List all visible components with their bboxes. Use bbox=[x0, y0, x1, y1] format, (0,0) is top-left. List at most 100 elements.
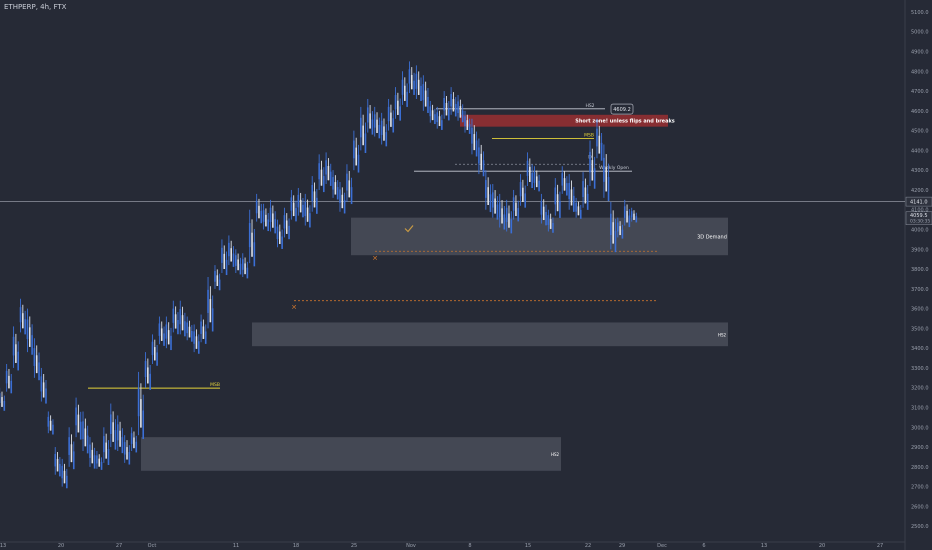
candle-body bbox=[121, 437, 124, 454]
candle-body bbox=[107, 448, 110, 466]
candle-body bbox=[260, 210, 263, 224]
candle-body bbox=[559, 201, 561, 218]
candle-body bbox=[420, 85, 422, 101]
x-tick-label: 27 bbox=[877, 543, 883, 549]
candle-body bbox=[327, 165, 330, 181]
y-tick-label: 3300.0 bbox=[911, 366, 929, 372]
zone-label: HS2 bbox=[718, 332, 727, 337]
x-marker: ✕ bbox=[291, 304, 297, 312]
candle-body bbox=[156, 352, 158, 366]
y-tick-label: 4800.0 bbox=[911, 69, 929, 75]
candle-body bbox=[616, 222, 619, 232]
candle-body bbox=[417, 79, 420, 95]
candle-body bbox=[385, 132, 388, 147]
y-tick-label: 3000.0 bbox=[911, 425, 929, 431]
candle-body bbox=[302, 204, 304, 218]
candle-body bbox=[82, 421, 84, 440]
y-tick-label: 4200.0 bbox=[911, 188, 929, 194]
candle-body bbox=[589, 151, 591, 173]
x-tick-label: Oct bbox=[148, 543, 157, 549]
x-tick-label: 15 bbox=[525, 543, 531, 549]
candle-body bbox=[174, 314, 177, 329]
candle-body bbox=[197, 341, 200, 354]
y-tick-label: 5100.0 bbox=[911, 10, 929, 16]
candle-body bbox=[17, 351, 20, 371]
level-label: HS2 bbox=[585, 103, 594, 109]
candle-body bbox=[371, 119, 374, 135]
candle-body bbox=[269, 207, 272, 222]
candle-body bbox=[491, 192, 494, 208]
candle-body bbox=[482, 160, 485, 177]
candle-body bbox=[77, 414, 80, 433]
candle-body bbox=[533, 172, 536, 183]
x-tick-label: 18 bbox=[293, 543, 299, 549]
y-tick-label: 3700.0 bbox=[911, 287, 929, 293]
candle-body bbox=[225, 259, 228, 276]
candle-body bbox=[468, 124, 471, 134]
candle-body bbox=[133, 437, 135, 449]
candle-body bbox=[485, 180, 487, 198]
candle-body bbox=[322, 176, 325, 193]
candle-body bbox=[98, 458, 101, 467]
candle-body bbox=[630, 211, 633, 218]
candle-body bbox=[397, 100, 399, 115]
candle-body bbox=[526, 160, 529, 176]
candle-body bbox=[475, 140, 478, 157]
candle-body bbox=[93, 455, 96, 469]
candle-body bbox=[258, 205, 260, 219]
candle-body bbox=[170, 335, 172, 351]
candle-body bbox=[438, 116, 441, 127]
candle-body bbox=[434, 114, 436, 125]
y-tick-label: 2900.0 bbox=[911, 445, 929, 451]
candle-body bbox=[635, 216, 638, 223]
candle-body bbox=[547, 215, 550, 225]
zone-label: 3D Demand bbox=[697, 234, 727, 240]
candle-body bbox=[480, 153, 483, 170]
candle-body bbox=[535, 176, 538, 188]
y-tick-label: 4100.0 bbox=[911, 208, 929, 214]
candle-body bbox=[211, 308, 214, 332]
candle-body bbox=[149, 373, 151, 390]
y-tick-label: 2800.0 bbox=[911, 465, 929, 471]
candle-body bbox=[429, 106, 432, 117]
candle-body bbox=[251, 232, 253, 257]
candle-body bbox=[68, 437, 70, 455]
candle-body bbox=[593, 168, 596, 189]
candle-body bbox=[283, 215, 286, 229]
crosshair-price-label: 4141.0 bbox=[910, 200, 928, 206]
candle-body bbox=[191, 330, 193, 342]
candle-body bbox=[364, 133, 367, 154]
candle-body bbox=[207, 289, 209, 313]
candle-body bbox=[343, 200, 346, 214]
candle-body bbox=[292, 202, 295, 217]
candle-body bbox=[522, 187, 524, 202]
candle-body bbox=[591, 160, 594, 181]
y-tick-label: 4900.0 bbox=[911, 50, 929, 56]
candle-body bbox=[505, 207, 508, 222]
candle-body bbox=[19, 307, 22, 323]
candle-body bbox=[130, 433, 133, 444]
candle-body bbox=[452, 99, 455, 112]
candle-body bbox=[179, 309, 182, 325]
candle-body bbox=[311, 185, 314, 202]
candle-body bbox=[144, 361, 147, 378]
candle-body bbox=[28, 327, 31, 347]
price-axis bbox=[905, 0, 932, 550]
candle-body bbox=[394, 95, 397, 110]
candle-body bbox=[582, 181, 584, 198]
candle-body bbox=[15, 344, 17, 363]
candle-body bbox=[86, 435, 89, 454]
candle-body bbox=[362, 125, 364, 146]
x-tick-label: 8 bbox=[468, 543, 471, 549]
candle-body bbox=[52, 424, 54, 435]
candle-body bbox=[5, 370, 8, 384]
candle-body bbox=[285, 220, 288, 234]
candle-body bbox=[59, 463, 61, 477]
y-tick-label: 4700.0 bbox=[911, 89, 929, 95]
candle-body bbox=[91, 449, 94, 464]
candle-body bbox=[12, 336, 15, 356]
candle-body bbox=[232, 253, 235, 267]
candle-body bbox=[160, 328, 163, 341]
